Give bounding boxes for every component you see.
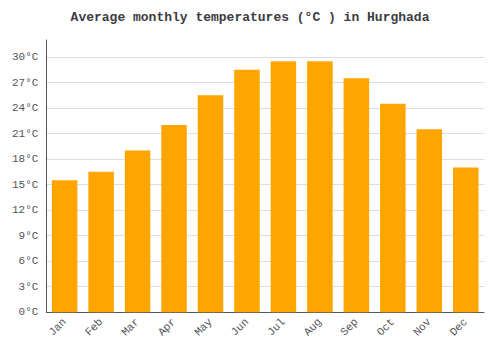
svg-text:9°C: 9°C	[19, 230, 39, 242]
svg-text:30°C: 30°C	[12, 51, 39, 63]
svg-text:27°C: 27°C	[12, 77, 39, 89]
svg-text:Feb: Feb	[83, 316, 105, 338]
svg-text:Nov: Nov	[411, 316, 434, 339]
svg-text:Aug: Aug	[302, 316, 324, 338]
svg-text:Average monthly temperatures (: Average monthly temperatures (°C ) in Hu…	[71, 10, 430, 25]
svg-text:15°C: 15°C	[12, 179, 39, 191]
svg-text:Jan: Jan	[46, 316, 68, 338]
svg-text:Dec: Dec	[448, 316, 470, 338]
svg-text:6°C: 6°C	[19, 255, 39, 267]
svg-text:3°C: 3°C	[19, 281, 39, 293]
svg-text:12°C: 12°C	[12, 204, 39, 216]
svg-text:May: May	[192, 316, 215, 339]
svg-text:Oct: Oct	[375, 316, 397, 338]
svg-text:Jun: Jun	[229, 316, 251, 338]
svg-text:Jul: Jul	[265, 316, 287, 338]
svg-text:18°C: 18°C	[12, 153, 39, 165]
svg-text:Sep: Sep	[338, 316, 360, 338]
svg-text:21°C: 21°C	[12, 128, 39, 140]
svg-text:0°C: 0°C	[19, 306, 39, 318]
svg-text:Apr: Apr	[156, 316, 178, 338]
svg-text:Mar: Mar	[119, 316, 141, 338]
svg-text:24°C: 24°C	[12, 102, 39, 114]
